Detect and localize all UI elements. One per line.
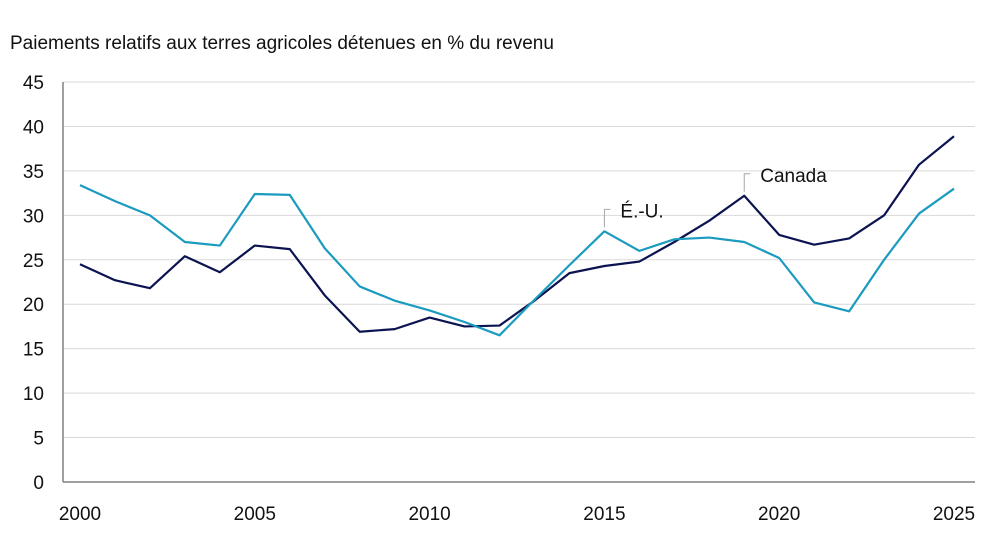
data-point <box>637 260 641 264</box>
data-point <box>707 219 711 223</box>
y-tick-label: 45 <box>23 73 44 94</box>
data-point <box>78 183 82 187</box>
series-line-canada <box>79 135 955 333</box>
data-point <box>393 327 397 331</box>
data-point <box>428 308 432 312</box>
x-tick-label: 2025 <box>933 504 975 525</box>
data-point <box>672 237 676 241</box>
x-tick-label: 2015 <box>583 504 625 525</box>
data-point <box>323 246 327 250</box>
data-point <box>358 330 362 334</box>
data-point <box>288 247 292 251</box>
data-point <box>532 298 536 302</box>
data-point <box>218 270 222 274</box>
label-leader-line <box>603 208 611 228</box>
data-point <box>253 192 257 196</box>
label-leader-line <box>743 173 751 192</box>
y-tick-label: 15 <box>23 340 44 361</box>
data-point <box>742 240 746 244</box>
x-tick-label: 2000 <box>59 504 101 525</box>
data-point <box>847 236 851 240</box>
data-point <box>358 284 362 288</box>
data-point <box>288 193 292 197</box>
data-point <box>498 333 502 337</box>
x-tick-label: 2020 <box>758 504 800 525</box>
y-tick-label: 30 <box>23 206 44 227</box>
data-point <box>113 199 117 203</box>
data-point <box>218 244 222 248</box>
data-point <box>952 134 956 138</box>
data-point <box>113 278 117 282</box>
data-point <box>78 262 82 266</box>
y-tick-label: 5 <box>33 429 44 450</box>
series-label: Canada <box>760 166 827 187</box>
y-tick-label: 25 <box>23 251 44 272</box>
y-tick-label: 0 <box>33 473 44 494</box>
data-point <box>917 212 921 216</box>
series-line-us <box>79 184 955 337</box>
data-point <box>428 316 432 320</box>
data-point <box>148 286 152 290</box>
data-point <box>812 300 816 304</box>
data-point <box>812 243 816 247</box>
data-point <box>183 254 187 258</box>
data-point <box>498 324 502 328</box>
data-point <box>148 213 152 217</box>
data-point <box>707 236 711 240</box>
chart-title: Paiements relatifs aux terres agricoles … <box>10 33 554 54</box>
data-point <box>637 249 641 253</box>
x-tick-label: 2005 <box>234 504 276 525</box>
data-point <box>742 194 746 198</box>
data-point <box>323 293 327 297</box>
data-point <box>602 264 606 268</box>
data-point <box>952 187 956 191</box>
data-point <box>777 233 781 237</box>
y-tick-label: 35 <box>23 162 44 183</box>
data-point <box>777 256 781 260</box>
data-point <box>882 258 886 262</box>
y-tick-label: 10 <box>23 384 44 405</box>
data-point <box>393 299 397 303</box>
data-point <box>882 213 886 217</box>
data-point <box>602 229 606 233</box>
data-point <box>917 163 921 167</box>
y-tick-label: 40 <box>23 117 44 138</box>
data-point <box>567 271 571 275</box>
series-label: É.-U. <box>620 201 663 222</box>
data-point <box>463 320 467 324</box>
y-tick-label: 20 <box>23 295 44 316</box>
data-point <box>847 309 851 313</box>
data-point <box>183 240 187 244</box>
data-point <box>463 324 467 328</box>
x-tick-label: 2010 <box>408 504 450 525</box>
data-point <box>253 244 257 248</box>
data-point <box>567 263 571 267</box>
